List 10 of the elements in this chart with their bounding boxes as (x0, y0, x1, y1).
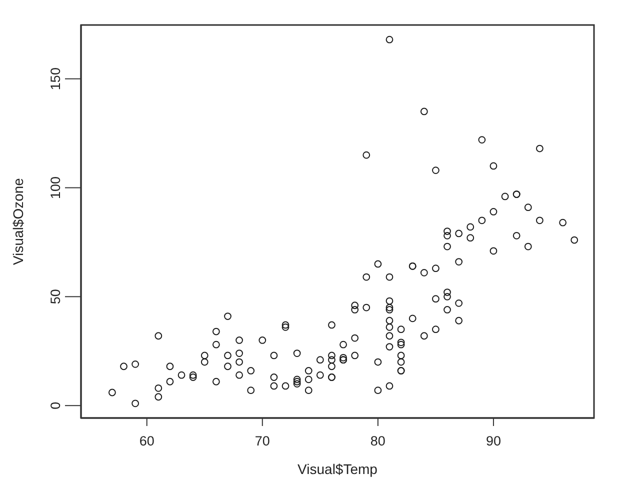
y-axis-title: Visual$Ozone (10, 178, 26, 265)
x-axis-title: Visual$Temp (298, 461, 378, 477)
y-tick-label: 50 (48, 289, 63, 304)
y-tick-label: 100 (48, 176, 63, 199)
y-tick-label: 150 (48, 68, 63, 90)
x-tick-label: 80 (370, 434, 386, 449)
x-tick-label: 70 (254, 434, 270, 449)
y-tick-label: 0 (48, 402, 63, 410)
x-tick-label: 90 (486, 434, 501, 449)
x-tick-label: 60 (139, 434, 154, 449)
